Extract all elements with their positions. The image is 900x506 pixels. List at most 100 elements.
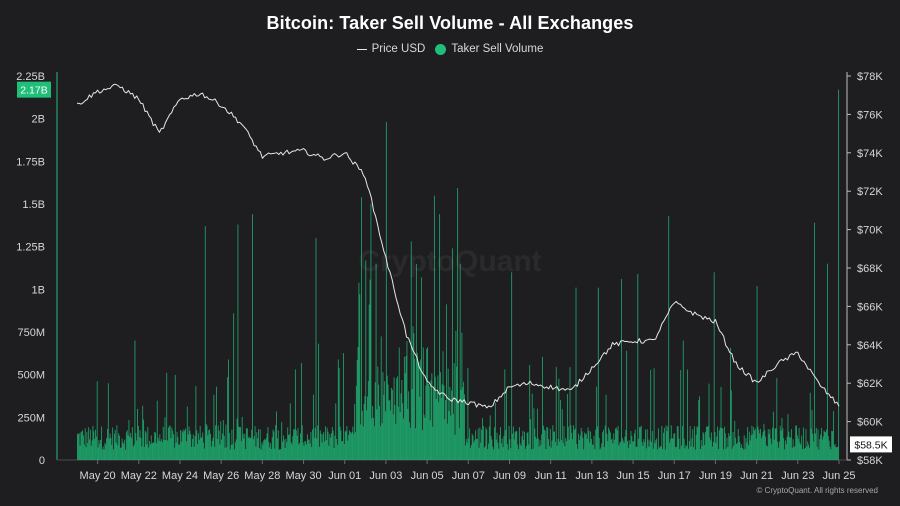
volume-bar [494, 427, 495, 460]
volume-bar [102, 446, 104, 460]
right-tick-label: $64K [857, 340, 883, 352]
x-tick-label: Jun 25 [822, 470, 855, 482]
volume-bar [264, 440, 266, 460]
volume-bar [454, 434, 456, 460]
volume-bar [647, 439, 649, 460]
volume-bar [772, 411, 774, 460]
volume-bar [530, 449, 532, 460]
volume-bar [93, 431, 95, 460]
volume-bar [659, 446, 661, 460]
volume-bar [453, 363, 455, 460]
volume-bar [673, 433, 675, 460]
x-tick-label: Jun 23 [781, 470, 814, 482]
volume-bar [79, 445, 81, 460]
volume-bar [660, 446, 662, 460]
volume-bar [459, 263, 461, 460]
legend-item-price[interactable]: Price USD [356, 43, 425, 55]
volume-bar [564, 446, 566, 460]
volume-bar [214, 446, 216, 460]
volume-bar [273, 431, 275, 460]
volume-bar [756, 285, 758, 460]
volume-bar [814, 433, 816, 460]
volume-bar [726, 437, 728, 460]
volume-bar [651, 431, 653, 460]
volume-bar [244, 433, 246, 460]
volume-bar [483, 447, 485, 460]
volume-bar [753, 427, 755, 460]
volume-bar [471, 433, 473, 460]
volume-bar [240, 427, 241, 460]
volume-bar [171, 427, 173, 460]
volume-bar [306, 444, 308, 460]
volume-bar [189, 430, 191, 460]
volume-bar [470, 444, 472, 460]
volume-bar [759, 433, 761, 460]
volume-bar [153, 442, 155, 460]
volume-bar [258, 448, 260, 460]
volume-bar [178, 444, 180, 460]
volume-bar [674, 433, 676, 460]
price-line [76, 83, 840, 409]
volume-bar [629, 444, 631, 460]
volume-bar [385, 122, 387, 460]
volume-bar [423, 414, 425, 460]
volume-bar [809, 392, 811, 460]
volume-bar [80, 432, 82, 460]
volume-bar [526, 432, 528, 460]
volume-bar [451, 248, 453, 460]
volume-bar [539, 440, 541, 460]
volume-bar [131, 437, 132, 460]
volume-bar [357, 347, 359, 460]
volume-bar [295, 430, 297, 460]
volume-bar [167, 440, 168, 460]
x-tick-label: May 22 [121, 470, 157, 482]
volume-bar [381, 423, 383, 460]
x-tick-label: May 20 [80, 470, 116, 482]
volume-bar [351, 431, 353, 460]
volume-bar [86, 431, 88, 460]
volume-bar [820, 434, 822, 460]
volume-bar [816, 446, 818, 460]
volume-bar [166, 372, 168, 460]
volume-bar [230, 444, 232, 460]
volume-bar [369, 279, 371, 460]
volume-bar [538, 446, 540, 460]
volume-bar [807, 441, 809, 460]
volume-bar [675, 447, 676, 460]
volume-bar [626, 350, 628, 460]
volume-bar [344, 431, 346, 460]
volume-bar [597, 287, 599, 460]
volume-bar [96, 381, 98, 460]
volume-bar [238, 426, 240, 460]
volume-bar [417, 363, 419, 460]
volume-bar [293, 429, 295, 460]
left-tick-label: 2.25B [16, 71, 45, 83]
volume-bar [172, 430, 174, 460]
volume-bar [179, 430, 181, 460]
volume-bar [824, 431, 826, 460]
volume-bar [143, 446, 145, 460]
volume-bar [557, 438, 559, 460]
volume-bar [210, 433, 211, 460]
legend-item-volume[interactable]: Taker Sell Volume [435, 43, 543, 55]
volume-bar [833, 445, 835, 460]
volume-bar [110, 437, 112, 460]
volume-bar [451, 390, 453, 460]
volume-bar [457, 188, 459, 461]
volume-bar [267, 426, 269, 460]
volume-bar [519, 443, 521, 460]
volume-bar [675, 446, 677, 460]
volume-bar [637, 273, 639, 460]
volume-bar [826, 263, 828, 460]
volume-bar [739, 442, 741, 460]
volume-bar [551, 440, 553, 460]
volume-bar [687, 448, 689, 460]
volume-bar [487, 449, 489, 460]
volume-bar [441, 384, 443, 460]
volume-bar [802, 427, 804, 460]
volume-bar [493, 449, 495, 460]
volume-bar [204, 226, 206, 460]
volume-bar [458, 401, 459, 460]
volume-bar [384, 381, 386, 460]
volume-bar [343, 353, 344, 460]
